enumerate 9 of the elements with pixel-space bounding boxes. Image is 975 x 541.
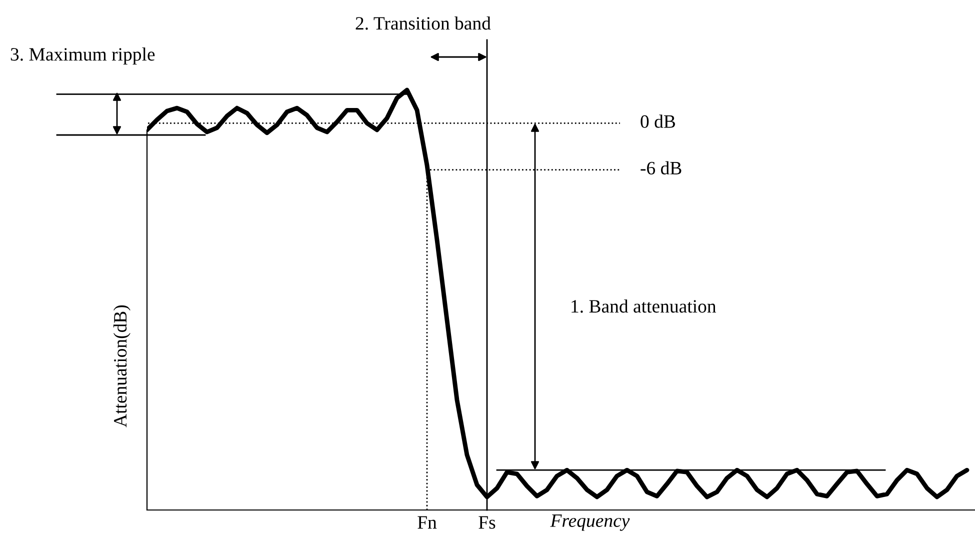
- ref-line-label: 0 dB: [640, 114, 676, 128]
- annotation: 1. Band attenuation: [572, 300, 716, 313]
- ref-line-label: -6 dB: [640, 161, 682, 174]
- y-axis-title: Attenuation(dB): [113, 305, 130, 428]
- x-tick-label: Fn: [418, 516, 437, 529]
- x-tick-label: Fs: [478, 516, 496, 529]
- text: 2. Transition band: [356, 16, 491, 30]
- x-axis-title: Frequency: [550, 514, 630, 531]
- text: 3. Maximum ripple: [10, 48, 155, 64]
